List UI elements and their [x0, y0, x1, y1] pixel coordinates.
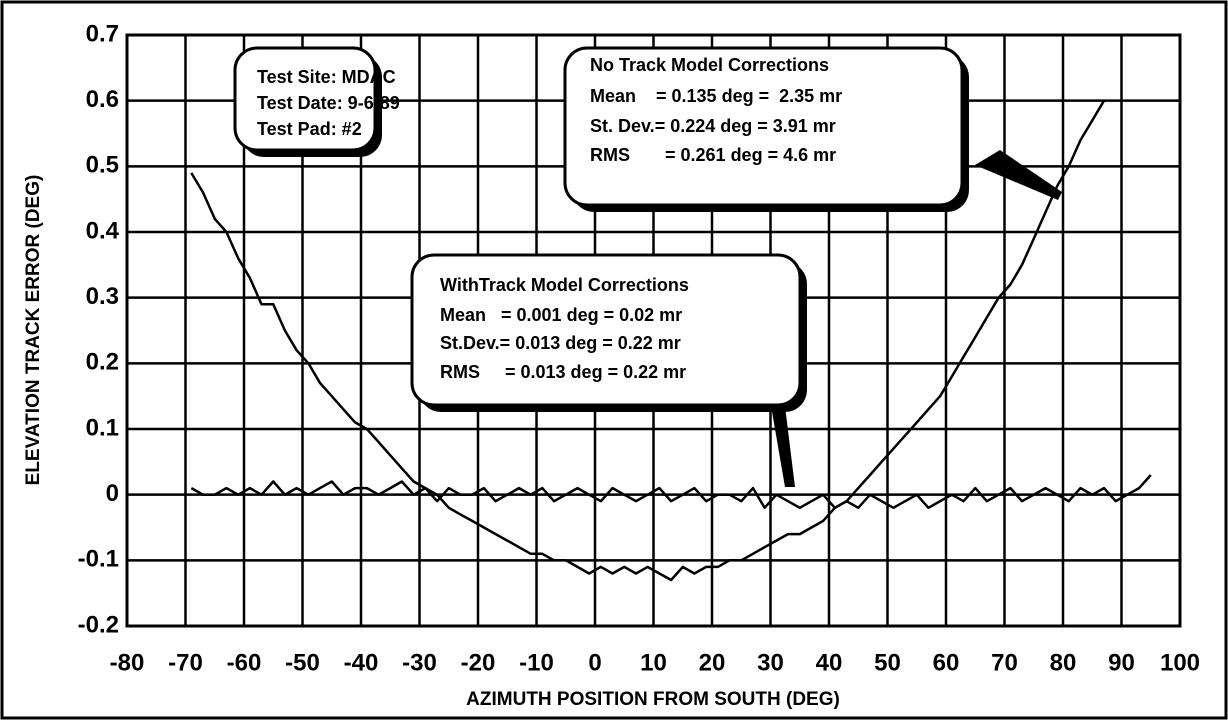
- annotation-box: [563, 46, 964, 207]
- x-tick-label: -70: [168, 649, 203, 676]
- annotation-text: Mean = 0.001 deg = 0.02 mr: [440, 305, 682, 325]
- annotation-box: [233, 46, 377, 152]
- x-tick-label: -10: [519, 649, 554, 676]
- arrow: [770, 398, 795, 487]
- x-tick-label: -50: [285, 649, 320, 676]
- annotation-text: No Track Model Corrections: [590, 55, 829, 75]
- x-tick-label: -80: [110, 649, 145, 676]
- y-tick-label: 0.2: [86, 349, 119, 376]
- y-tick-label: 0.1: [86, 414, 119, 441]
- y-tick-label: 0.3: [86, 283, 119, 310]
- annotation-text: Test Date: 9-6-89: [257, 93, 400, 113]
- y-tick-label: 0.7: [86, 20, 119, 47]
- x-tick-label: 30: [757, 649, 784, 676]
- arrow: [975, 150, 1062, 200]
- annotation-text: St.Dev.= 0.013 deg = 0.22 mr: [440, 333, 681, 353]
- x-tick-label: 20: [699, 649, 726, 676]
- x-tick-label: 90: [1108, 649, 1135, 676]
- x-tick-label: 70: [991, 649, 1018, 676]
- annotation-text: RMS = 0.261 deg = 4.6 mr: [590, 145, 836, 165]
- x-tick-label: 100: [1160, 649, 1200, 676]
- x-tick-label: 80: [1050, 649, 1077, 676]
- x-tick-label: -20: [461, 649, 496, 676]
- series-line: [190, 474, 1152, 510]
- y-tick-label: -0.1: [78, 546, 119, 573]
- x-tick-label: 60: [933, 649, 960, 676]
- annotation-text: WithTrack Model Corrections: [440, 275, 689, 295]
- y-tick-label: 0.6: [86, 86, 119, 113]
- x-tick-label: 40: [816, 649, 843, 676]
- x-tick-label: -40: [344, 649, 379, 676]
- annotation-text: RMS = 0.013 deg = 0.22 mr: [440, 362, 686, 382]
- series-line: [190, 100, 1106, 582]
- y-tick-label: 0.4: [86, 217, 120, 244]
- x-tick-label: -60: [227, 649, 262, 676]
- annotation-text: Test Site: MDAC: [257, 67, 396, 87]
- y-tick-label: 0.5: [86, 152, 119, 179]
- annotation-text: St. Dev.= 0.224 deg = 3.91 mr: [590, 116, 836, 136]
- x-tick-label: 10: [640, 649, 667, 676]
- y-axis-label: ELEVATION TRACK ERROR (DEG): [23, 175, 44, 486]
- annotation-box: [410, 253, 802, 407]
- x-tick-label: -30: [402, 649, 437, 676]
- x-tick-label: 50: [874, 649, 901, 676]
- x-tick-label: 0: [588, 649, 601, 676]
- y-tick-label: 0: [106, 480, 119, 507]
- y-tick-label: -0.2: [78, 611, 119, 638]
- x-axis-label: AZIMUTH POSITION FROM SOUTH (DEG): [466, 689, 840, 710]
- annotation-text: Test Pad: #2: [257, 119, 362, 139]
- annotation-text: Mean = 0.135 deg = 2.35 mr: [590, 86, 842, 106]
